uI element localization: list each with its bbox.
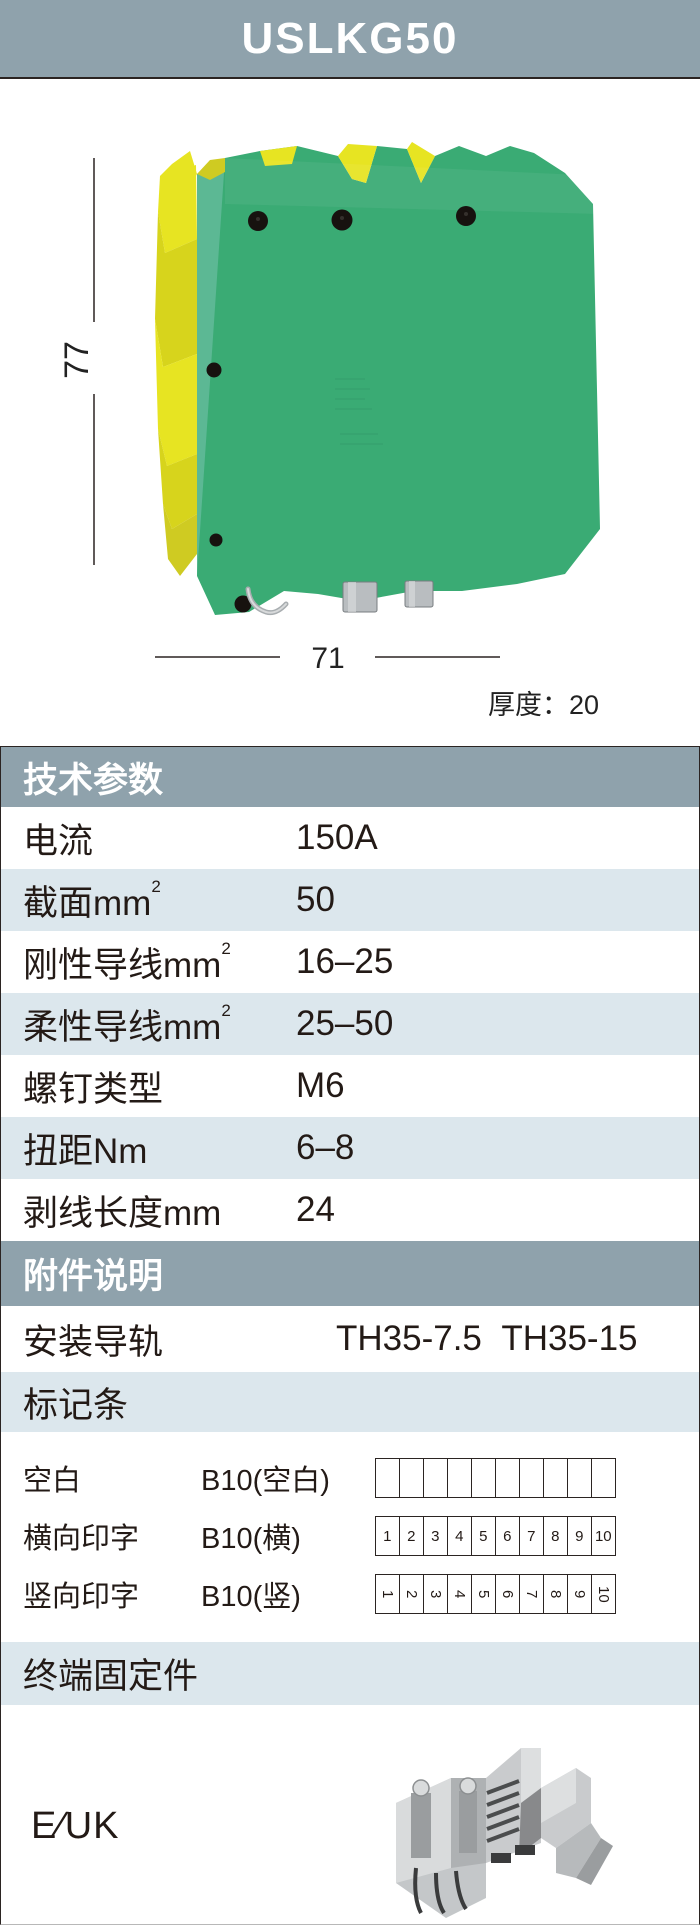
svg-text:71: 71 bbox=[311, 642, 344, 675]
svg-text:厚度：20: 厚度：20 bbox=[488, 690, 599, 720]
svg-text:77: 77 bbox=[58, 341, 96, 379]
